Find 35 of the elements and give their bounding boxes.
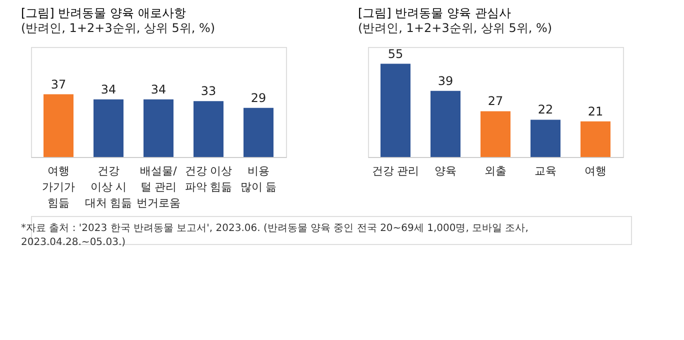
data-label: 37 — [50, 77, 66, 92]
data-label: 21 — [588, 104, 604, 118]
x-tick-label: 건강 관리 — [372, 164, 420, 178]
x-tick-label: 여행 — [584, 164, 606, 178]
chart-subtitle: (반려인, 1+2+3순위, 상위 5위, %) — [21, 21, 216, 35]
bar — [430, 90, 460, 157]
x-tick-label: 양육 — [434, 164, 456, 178]
data-label: 33 — [200, 84, 216, 98]
x-tick-label: 외출 — [484, 164, 506, 178]
bar — [480, 111, 510, 157]
x-tick-label: 여행 가기가 힘듦 — [42, 164, 75, 210]
data-label: 34 — [150, 82, 166, 96]
data-label: 34 — [100, 82, 116, 96]
chart-title: [그림] 반려동물 양육 관심사 — [358, 6, 511, 20]
data-label: 22 — [538, 102, 554, 117]
data-label: 29 — [250, 90, 266, 105]
chart-subtitle: (반려인, 1+2+3순위, 상위 5위, %) — [358, 21, 552, 35]
bar — [144, 99, 174, 157]
data-label: 27 — [488, 94, 504, 108]
text: *자료 출처 : '2023 한국 반려동물 보고서', 2023.06. (반려동물 양육 중인 전국 20~69세 1,000명, 모바일 조사, 2023.04.28.~05.03.) — [21, 223, 528, 248]
chart-title: [그림] 반려동물 양육 애로사항 — [21, 6, 186, 20]
bar — [580, 121, 610, 157]
bar — [380, 64, 410, 157]
bar — [194, 101, 224, 157]
x-tick-label: 교육 — [534, 164, 556, 178]
x-tick-label: 배설물/ 털 관리 번거로움 — [136, 164, 180, 210]
bar — [44, 94, 74, 157]
x-tick-label: 건강 이상 시 대처 힘듦 — [84, 164, 132, 210]
data-label: 39 — [438, 74, 454, 88]
bar — [244, 108, 274, 157]
x-tick-label: 비용 많이 듦 — [240, 164, 277, 194]
bar — [530, 120, 560, 157]
bar — [94, 99, 124, 157]
x-tick-label: 건강 이상 파악 힘듦 — [184, 164, 232, 194]
data-label: 55 — [388, 46, 404, 61]
